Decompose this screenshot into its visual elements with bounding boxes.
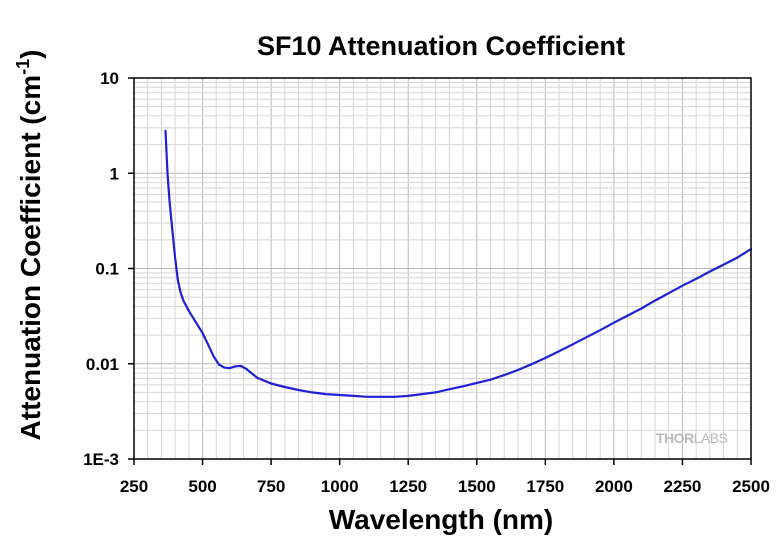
x-axis-title: Wavelength (nm) — [329, 504, 554, 535]
y-axis-title: Attenuation Coefficient (cm-1) — [13, 50, 46, 441]
thorlabs-watermark: THORLABS — [656, 430, 728, 446]
x-tick-label: 2000 — [595, 477, 633, 496]
x-tick-label: 500 — [188, 477, 216, 496]
y-tick-labels: 1E-3 0.01 0.1 1 10 — [83, 69, 119, 469]
series-line-0 — [164, 129, 753, 398]
y-axis-title-main: Attenuation Coefficient (cm — [15, 75, 46, 441]
axis-ticks — [128, 77, 752, 465]
chart-title: SF10 Attenuation Coefficient — [257, 31, 625, 61]
x-tick-label: 250 — [120, 477, 148, 496]
x-tick-label: 1500 — [458, 477, 496, 496]
y-tick-label: 1E-3 — [83, 450, 119, 469]
watermark-labs: LABS — [694, 430, 728, 446]
y-axis-title-suffix: ) — [15, 50, 46, 59]
y-axis-title-superscript: -1 — [13, 59, 33, 75]
x-tick-label: 1000 — [321, 477, 359, 496]
x-tick-label: 2500 — [732, 477, 770, 496]
x-tick-label: 1250 — [389, 477, 427, 496]
watermark-thor: THOR — [656, 430, 694, 446]
y-tick-label: 0.01 — [86, 355, 119, 374]
y-tick-label: 0.1 — [95, 260, 119, 279]
x-tick-labels: 250 500 750 1000 1250 1500 1750 2000 2250 2500 — [120, 477, 770, 496]
series-layer — [164, 129, 753, 398]
y-tick-label: 10 — [100, 69, 119, 88]
x-tick-label: 750 — [257, 477, 285, 496]
y-tick-label: 1 — [110, 164, 119, 183]
x-tick-label: 2250 — [664, 477, 702, 496]
x-tick-label: 1750 — [526, 477, 564, 496]
grid — [133, 78, 752, 460]
